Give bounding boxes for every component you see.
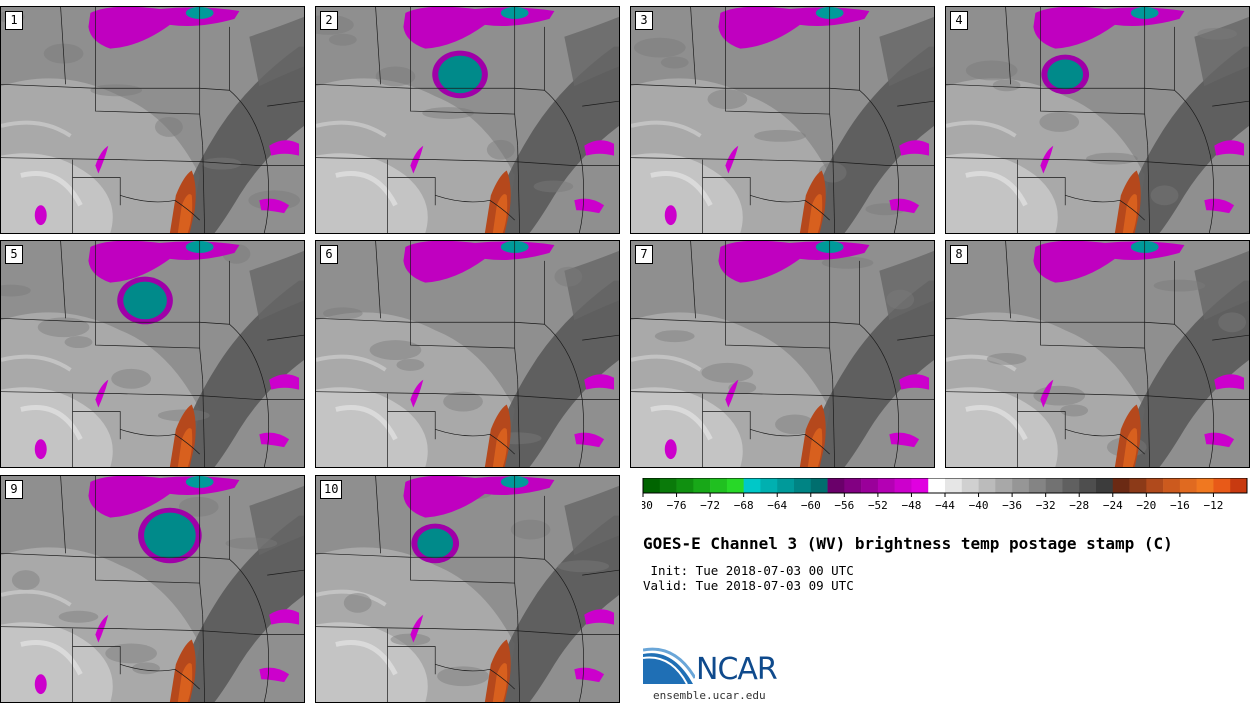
colorbar-segment: [861, 478, 879, 493]
panel-number-label: 7: [635, 245, 653, 264]
panel-number-label: 2: [320, 11, 338, 30]
colorbar-segment: [877, 478, 895, 493]
colorbar-tick-label: −28: [1069, 499, 1089, 512]
colorbar-tick-label: −36: [1002, 499, 1022, 512]
colorbar-segment: [1045, 478, 1063, 493]
colorbar-tick-label: −52: [868, 499, 888, 512]
ncar-logo: NCAR: [642, 646, 793, 690]
panel-number-label: 10: [320, 480, 343, 499]
panel-number-label: 1: [5, 11, 23, 30]
colorbar-segment: [928, 478, 946, 493]
panel-number-label: 4: [950, 11, 968, 30]
panel-member-7: 7: [630, 240, 935, 468]
brightness-temp-map: [631, 241, 934, 467]
colorbar-segment: [643, 478, 661, 493]
panel-number-label: 8: [950, 245, 968, 264]
colorbar-tick-label: −76: [667, 499, 687, 512]
colorbar-tick-label: −44: [935, 499, 955, 512]
panel-member-6: 6: [315, 240, 620, 468]
colorbar-segment: [978, 478, 996, 493]
colorbar-tick-label: −20: [1136, 499, 1156, 512]
colorbar-segment: [945, 478, 963, 493]
colorbar-segment: [743, 478, 761, 493]
colorbar-tick-label: −40: [969, 499, 989, 512]
panel-member-2: 2: [315, 6, 620, 234]
colorbar-segment: [844, 478, 862, 493]
colorbar-tick-label: −24: [1103, 499, 1123, 512]
brightness-temp-map: [316, 7, 619, 233]
colorbar-tick-label: −80: [642, 499, 653, 512]
panel-member-9: 9: [0, 475, 305, 703]
panel-member-1: 1: [0, 6, 305, 234]
colorbar-segment: [1012, 478, 1030, 493]
colorbar-segment: [961, 478, 979, 493]
panel-number-label: 5: [5, 245, 23, 264]
valid-time: Valid: Tue 2018-07-03 09 UTC: [643, 578, 854, 593]
colorbar: −80−76−72−68−64−60−56−52−48−44−40−36−32−…: [642, 478, 1248, 512]
brightness-temp-map: [946, 7, 1249, 233]
colorbar-segment: [1213, 478, 1231, 493]
colorbar-tick-label: −48: [902, 499, 922, 512]
colorbar-segment: [995, 478, 1013, 493]
colorbar-segment: [1196, 478, 1214, 493]
colorbar-segment: [1079, 478, 1097, 493]
brightness-temp-map: [946, 241, 1249, 467]
panel-number-label: 6: [320, 245, 338, 264]
panel-member-4: 4: [945, 6, 1250, 234]
colorbar-tick-label: −32: [1036, 499, 1056, 512]
colorbar-tick-label: −56: [834, 499, 854, 512]
panel-member-3: 3: [630, 6, 935, 234]
init-time: Init: Tue 2018-07-03 00 UTC: [643, 563, 854, 578]
colorbar-segment: [777, 478, 795, 493]
colorbar-segment: [827, 478, 845, 493]
brightness-temp-map: [631, 7, 934, 233]
colorbar-segment: [659, 478, 677, 493]
panel-member-10: 10: [315, 475, 620, 703]
colorbar-tick-label: −72: [700, 499, 720, 512]
colorbar-segment: [676, 478, 694, 493]
colorbar-segment: [911, 478, 929, 493]
colorbar-segment: [726, 478, 744, 493]
brightness-temp-map: [316, 241, 619, 467]
panel-number-label: 9: [5, 480, 23, 499]
colorbar-segment: [794, 478, 812, 493]
colorbar-segment: [1096, 478, 1114, 493]
brightness-temp-map: [1, 476, 304, 702]
colorbar-tick-label: −68: [734, 499, 754, 512]
colorbar-segment: [693, 478, 711, 493]
colorbar-segment: [1062, 478, 1080, 493]
colorbar-tick-label: −64: [767, 499, 787, 512]
colorbar-segment: [1163, 478, 1181, 493]
colorbar-segment: [1146, 478, 1164, 493]
colorbar-segment: [1230, 478, 1248, 493]
colorbar-segment: [894, 478, 912, 493]
colorbar-tick-label: −60: [801, 499, 821, 512]
colorbar-segment: [810, 478, 828, 493]
colorbar-tick-label: −16: [1170, 499, 1190, 512]
panel-number-label: 3: [635, 11, 653, 30]
colorbar-segment: [760, 478, 778, 493]
colorbar-segment: [1179, 478, 1197, 493]
site-url[interactable]: ensemble.ucar.edu: [653, 689, 766, 702]
figure-title: GOES-E Channel 3 (WV) brightness temp po…: [643, 534, 1173, 553]
colorbar-segment: [710, 478, 728, 493]
panel-member-5: 5: [0, 240, 305, 468]
colorbar-tick-label: −12: [1204, 499, 1224, 512]
ncar-logo-mark-icon: [642, 647, 697, 685]
brightness-temp-map: [1, 241, 304, 467]
colorbar-segment: [1112, 478, 1130, 493]
colorbar-segment: [1129, 478, 1147, 493]
brightness-temp-map: [316, 476, 619, 702]
logo-text: NCAR: [696, 652, 778, 687]
colorbar-segment: [1028, 478, 1046, 493]
brightness-temp-map: [1, 7, 304, 233]
panel-member-8: 8: [945, 240, 1250, 468]
